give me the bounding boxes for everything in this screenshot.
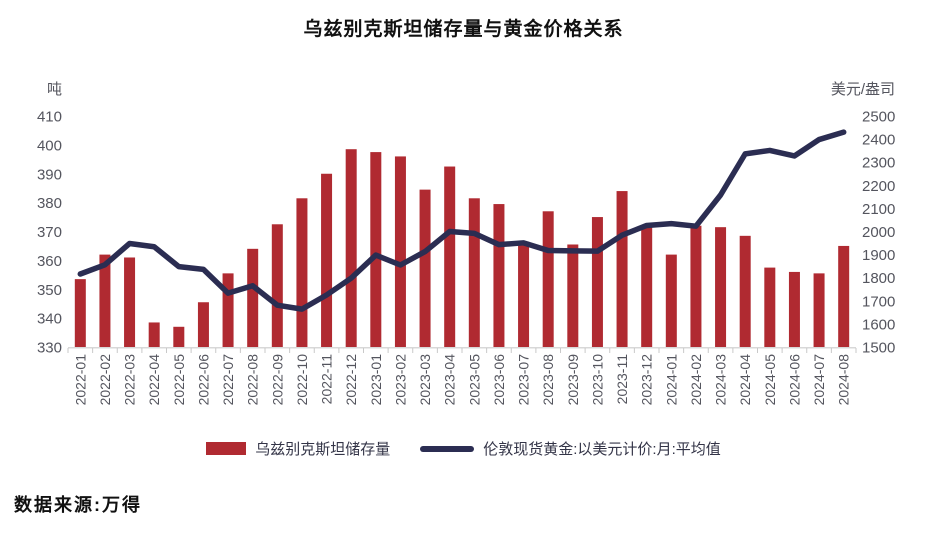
x-axis-category-label: 2024-02: [688, 354, 704, 406]
x-axis-category-label: 2024-01: [663, 354, 679, 406]
data-source: 数据来源:万得: [14, 495, 142, 515]
reserve-bar: [444, 166, 456, 347]
x-axis-category-label: 2022-07: [220, 354, 236, 406]
x-axis-category-label: 2022-02: [97, 354, 113, 406]
x-axis-category-label: 2022-08: [245, 354, 261, 406]
reserve-bar: [493, 204, 505, 347]
reserve-bar: [665, 254, 677, 347]
reserve-bar: [247, 248, 259, 347]
x-axis-category-label: 2022-01: [72, 354, 88, 406]
right-axis-tick-label: 1500: [862, 340, 895, 357]
right-axis-tick-label: 2200: [862, 178, 895, 195]
right-axis-tick-label: 1800: [862, 270, 895, 287]
x-axis-category-label: 2023-04: [442, 354, 458, 406]
reserve-bar: [345, 149, 357, 347]
x-axis-category-label: 2024-04: [737, 354, 753, 406]
x-axis-category-label: 2023-10: [589, 354, 605, 406]
left-axis-tick-label: 360: [37, 253, 62, 270]
legend-label-reserves: 乌兹别克斯坦储存量: [255, 441, 391, 458]
left-axis-unit: 吨: [46, 81, 62, 98]
reserve-bar: [591, 217, 603, 347]
reserve-bar: [641, 225, 653, 347]
left-axis-tick-label: 340: [37, 311, 62, 328]
reserve-bar: [518, 241, 530, 347]
x-axis-category-label: 2023-12: [639, 354, 655, 406]
reserve-bar: [616, 191, 628, 347]
right-axis-tick-label: 1700: [862, 293, 895, 310]
x-axis-category-label: 2023-11: [614, 354, 630, 405]
reserve-bar: [321, 173, 333, 347]
gold-price-line: [77, 129, 847, 312]
reserve-bar: [468, 198, 480, 347]
x-axis-category-label: 2024-03: [713, 354, 729, 406]
left-axis-tick-label: 370: [37, 224, 62, 241]
x-axis-category-label: 2024-05: [762, 354, 778, 406]
reserve-bar: [222, 273, 234, 347]
left-axis-tick-label: 390: [37, 166, 62, 183]
bar-series-swatch: [206, 442, 247, 455]
reserve-bar: [394, 156, 406, 347]
reserve-bar: [542, 211, 554, 347]
x-axis-category-label: 2023-03: [417, 354, 433, 406]
x-axis-category-label: 2022-11: [319, 354, 335, 405]
right-axis-unit: 美元/盎司: [830, 81, 895, 98]
right-axis-tick-label: 1600: [862, 316, 895, 333]
x-axis-category-label: 2023-07: [516, 354, 532, 406]
x-axis-category-label: 2022-09: [269, 354, 285, 406]
x-axis-category-label: 2023-02: [392, 354, 408, 406]
x-axis-category-label: 2022-03: [122, 354, 138, 406]
chart-title: 乌兹别克斯坦储存量与黄金价格关系: [303, 19, 624, 40]
chart-legend: 乌兹别克斯坦储存量 伦敦现货黄金:以美元计价:月:平均值: [0, 438, 927, 459]
reserve-bar: [271, 224, 283, 347]
reserve-bar: [567, 244, 579, 347]
legend-item-gold-price: 伦敦现货黄金:以美元计价:月:平均值: [420, 438, 721, 459]
reserve-bar: [813, 273, 825, 347]
left-axis-tick-label: 330: [37, 340, 62, 357]
x-axis-category-label: 2024-08: [836, 354, 852, 406]
x-axis-category-label: 2022-05: [171, 354, 187, 406]
right-axis-tick-label: 2500: [862, 109, 895, 126]
x-axis-category-label: 2024-06: [786, 354, 802, 406]
reserve-bar: [99, 254, 111, 347]
left-axis-tick-label: 400: [37, 137, 62, 154]
reserve-bar: [124, 257, 136, 347]
x-axis-category-label: 2023-08: [540, 354, 556, 406]
x-axis-category-label: 2023-06: [491, 354, 507, 406]
line-series-swatch: [420, 445, 475, 452]
right-axis-tick-label: 2300: [862, 155, 895, 172]
x-axis-category-label: 2024-07: [811, 354, 827, 406]
reserve-bar: [715, 227, 727, 347]
left-axis-tick-label: 380: [37, 195, 62, 212]
x-axis-category-label: 2022-06: [195, 354, 211, 406]
reserve-bar: [148, 322, 160, 347]
legend-item-reserves: 乌兹别克斯坦储存量: [206, 438, 390, 459]
right-axis-tick-label: 2100: [862, 201, 895, 218]
legend-label-gold-price: 伦敦现货黄金:以美元计价:月:平均值: [483, 441, 721, 458]
right-axis-tick-label: 1900: [862, 247, 895, 264]
x-axis-category-label: 2023-09: [565, 354, 581, 406]
reserve-bar: [419, 189, 431, 347]
left-axis-tick-label: 410: [37, 109, 62, 126]
reserve-bar: [296, 198, 308, 347]
reserve-bar: [739, 235, 751, 347]
reserve-bar: [370, 152, 382, 347]
reserve-bar: [764, 267, 776, 347]
reserve-bar: [197, 302, 209, 347]
x-axis-category-label: 2023-01: [368, 354, 384, 406]
x-axis-category-label: 2023-05: [466, 354, 482, 406]
x-axis-category-label: 2022-10: [294, 354, 310, 406]
reserve-bar: [173, 326, 185, 347]
right-axis-tick-label: 2400: [862, 132, 895, 149]
reserve-bar: [74, 279, 86, 347]
reserve-bar: [788, 271, 800, 347]
reserve-bar: [690, 225, 702, 347]
right-axis-tick-label: 2000: [862, 224, 895, 241]
x-axis-category-label: 2022-12: [343, 354, 359, 406]
reserve-bar: [838, 245, 850, 347]
left-axis-tick-label: 350: [37, 282, 62, 299]
x-axis-category-label: 2022-04: [146, 354, 162, 406]
